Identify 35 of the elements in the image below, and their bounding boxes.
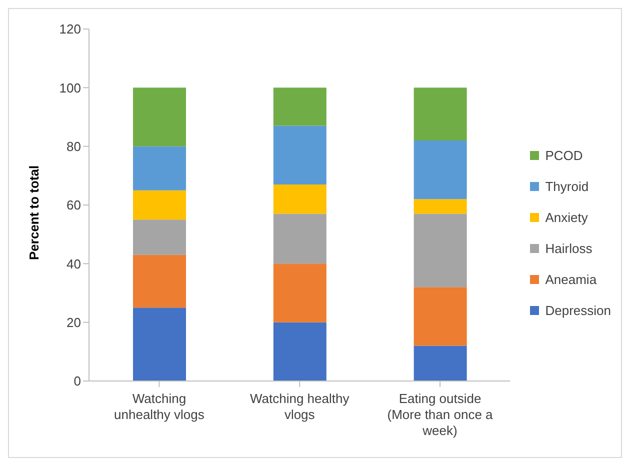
x-tick-label: Watching unhealthy vlogs xyxy=(114,391,205,422)
bar xyxy=(414,88,467,140)
bar xyxy=(133,220,186,255)
legend-label: PCOD xyxy=(545,148,583,163)
bar xyxy=(273,88,326,126)
x-tick-label: Eating outside (More than once a week) xyxy=(387,391,494,438)
legend-label: Depression xyxy=(545,303,611,318)
legend-label: Hairloss xyxy=(545,241,592,256)
bar xyxy=(273,264,326,322)
y-axis-title: Percent to total xyxy=(26,165,42,260)
bar xyxy=(414,214,467,288)
bar xyxy=(273,214,326,264)
bar xyxy=(414,199,467,214)
y-tick-label: 60 xyxy=(66,198,81,213)
x-tick-label: Watching healthy vlogs xyxy=(250,391,350,422)
y-tick-label: 0 xyxy=(74,374,81,389)
bar xyxy=(133,308,186,381)
bar xyxy=(133,254,186,308)
legend-label: Aneamia xyxy=(545,272,597,287)
y-tick-label: 80 xyxy=(66,138,81,154)
y-tick-label: 20 xyxy=(66,314,81,330)
bar xyxy=(273,126,326,184)
bar xyxy=(273,322,326,381)
bar xyxy=(133,190,186,220)
legend-label: Thyroid xyxy=(545,179,589,194)
bar xyxy=(133,146,186,190)
y-tick-label: 120 xyxy=(59,22,81,37)
bar xyxy=(414,140,467,200)
bar xyxy=(133,88,186,146)
y-tick-label: 100 xyxy=(59,80,81,96)
bar xyxy=(414,346,467,381)
y-tick-label: 40 xyxy=(66,256,81,272)
bar xyxy=(273,184,326,214)
bar xyxy=(414,287,467,346)
legend-label: Anxiety xyxy=(545,210,588,225)
